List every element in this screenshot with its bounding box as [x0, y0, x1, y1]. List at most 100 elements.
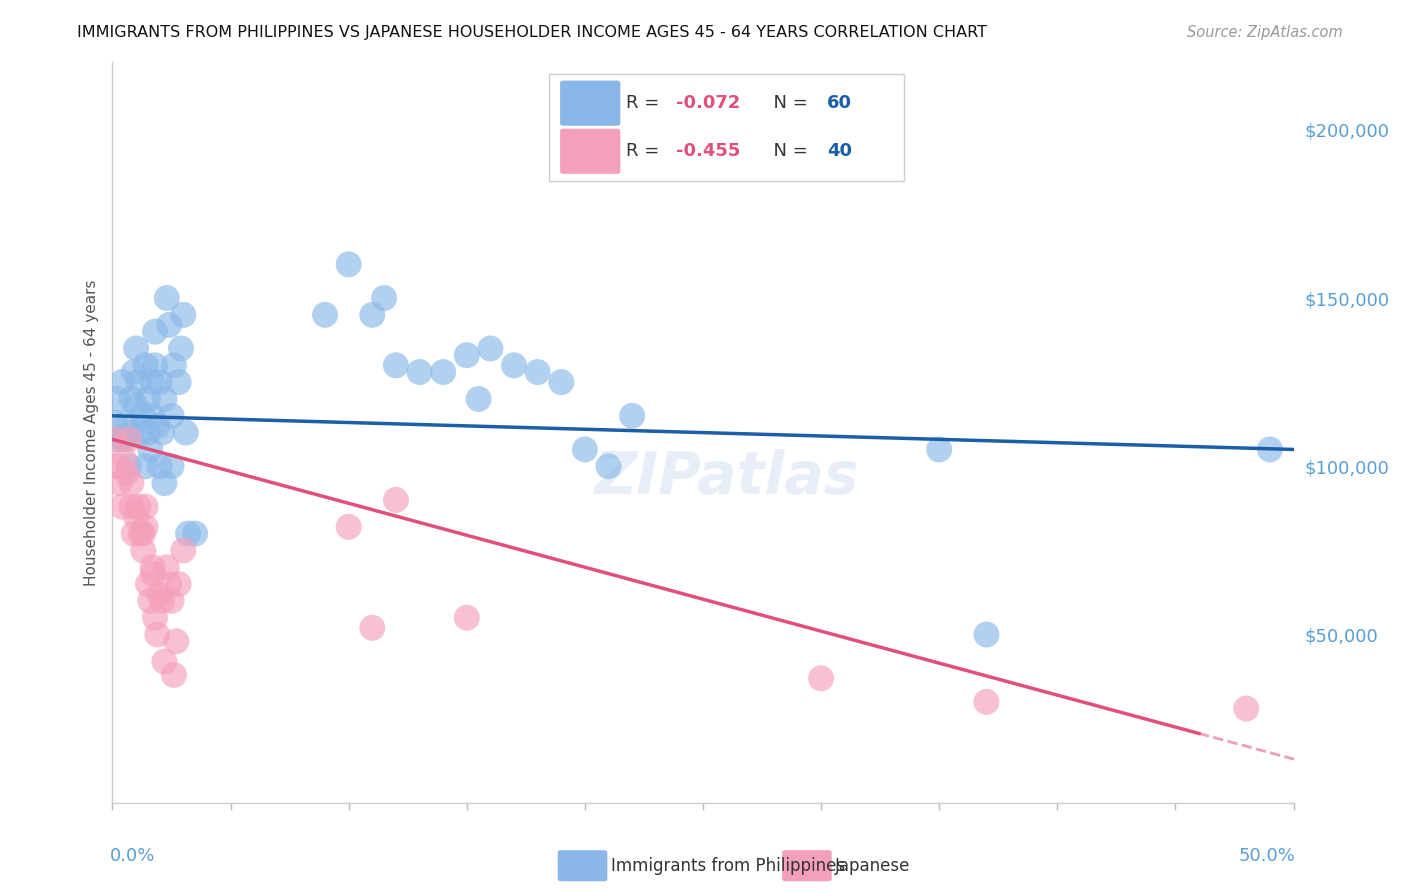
- Text: 40: 40: [827, 143, 852, 161]
- Point: [132, 543, 155, 558]
- Point: [142, 375, 165, 389]
- Text: 0.0%: 0.0%: [110, 847, 156, 865]
- Point: [115, 466, 138, 480]
- Point: [122, 526, 145, 541]
- Point: [118, 459, 141, 474]
- Point: [135, 500, 157, 514]
- Point: [337, 257, 360, 271]
- Point: [314, 308, 336, 322]
- Point: [157, 577, 180, 591]
- Point: [125, 509, 148, 524]
- Point: [142, 409, 165, 423]
- Point: [136, 425, 159, 440]
- Point: [136, 577, 159, 591]
- Point: [149, 587, 172, 601]
- Point: [132, 409, 155, 423]
- Point: [574, 442, 596, 457]
- Point: [373, 291, 395, 305]
- Point: [621, 409, 644, 423]
- Point: [156, 560, 179, 574]
- Point: [810, 671, 832, 685]
- Point: [142, 566, 165, 581]
- Point: [456, 610, 478, 624]
- Point: [149, 375, 172, 389]
- Point: [337, 520, 360, 534]
- Text: Source: ZipAtlas.com: Source: ZipAtlas.com: [1187, 25, 1343, 40]
- Point: [385, 492, 408, 507]
- Point: [157, 318, 180, 332]
- Point: [976, 695, 998, 709]
- Point: [142, 560, 165, 574]
- Point: [526, 365, 548, 379]
- Text: -0.455: -0.455: [676, 143, 740, 161]
- Point: [167, 375, 190, 389]
- Point: [172, 543, 194, 558]
- Point: [125, 399, 148, 413]
- FancyBboxPatch shape: [558, 850, 607, 881]
- Point: [112, 452, 135, 467]
- Point: [112, 433, 135, 447]
- Point: [160, 409, 183, 423]
- Point: [1234, 701, 1257, 715]
- Point: [184, 526, 207, 541]
- Point: [139, 442, 162, 457]
- Point: [361, 308, 384, 322]
- Point: [143, 325, 166, 339]
- Point: [135, 459, 157, 474]
- Point: [127, 500, 149, 514]
- Point: [598, 459, 620, 474]
- Point: [163, 668, 186, 682]
- Text: N =: N =: [762, 143, 814, 161]
- Text: 60: 60: [827, 95, 852, 112]
- Point: [120, 392, 142, 406]
- Point: [153, 655, 176, 669]
- Point: [122, 365, 145, 379]
- Point: [111, 375, 134, 389]
- Point: [115, 416, 138, 430]
- Text: Immigrants from Philippines: Immigrants from Philippines: [610, 856, 845, 875]
- Text: IMMIGRANTS FROM PHILIPPINES VS JAPANESE HOUSEHOLDER INCOME AGES 45 - 64 YEARS CO: IMMIGRANTS FROM PHILIPPINES VS JAPANESE …: [77, 25, 987, 40]
- Text: ZIPatlas: ZIPatlas: [595, 449, 859, 506]
- Point: [143, 359, 166, 373]
- Point: [163, 359, 186, 373]
- Text: R =: R =: [626, 143, 665, 161]
- Text: N =: N =: [762, 95, 814, 112]
- Point: [160, 459, 183, 474]
- Point: [167, 577, 190, 591]
- Point: [127, 375, 149, 389]
- Point: [156, 291, 179, 305]
- FancyBboxPatch shape: [550, 73, 904, 181]
- Point: [177, 526, 200, 541]
- Point: [149, 459, 172, 474]
- Text: -0.072: -0.072: [676, 95, 740, 112]
- Point: [108, 433, 131, 447]
- Point: [129, 425, 152, 440]
- Point: [120, 425, 142, 440]
- Point: [150, 425, 173, 440]
- Point: [104, 416, 127, 430]
- FancyBboxPatch shape: [560, 80, 620, 126]
- Point: [172, 308, 194, 322]
- Point: [467, 392, 489, 406]
- Point: [105, 392, 128, 406]
- Point: [170, 342, 193, 356]
- FancyBboxPatch shape: [560, 128, 620, 174]
- Point: [165, 634, 187, 648]
- Point: [456, 348, 478, 362]
- Point: [146, 418, 169, 433]
- Point: [120, 500, 142, 514]
- Point: [108, 476, 131, 491]
- Point: [125, 342, 148, 356]
- Point: [174, 425, 197, 440]
- Point: [135, 520, 157, 534]
- Point: [503, 359, 526, 373]
- Point: [118, 433, 141, 447]
- Point: [160, 594, 183, 608]
- Point: [153, 392, 176, 406]
- Point: [432, 365, 454, 379]
- Point: [928, 442, 950, 457]
- Point: [146, 627, 169, 641]
- Point: [408, 365, 430, 379]
- Y-axis label: Householder Income Ages 45 - 64 years: Householder Income Ages 45 - 64 years: [83, 279, 98, 586]
- Point: [153, 476, 176, 491]
